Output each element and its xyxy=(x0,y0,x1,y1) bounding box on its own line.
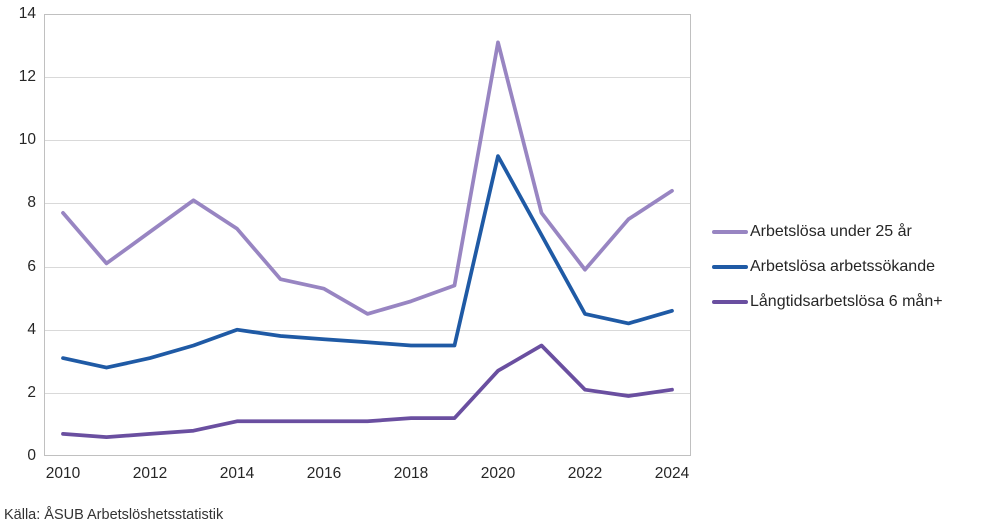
y-axis-tick-label: 2 xyxy=(27,383,36,401)
legend: Arbetslösa under 25 år Arbetslösa arbets… xyxy=(712,214,943,319)
x-axis-tick-label: 2020 xyxy=(480,465,516,482)
legend-label: Arbetslösa under 25 år xyxy=(750,222,912,240)
legend-item: Arbetslösa under 25 år xyxy=(712,214,943,249)
legend-swatch-line-icon xyxy=(712,229,748,234)
plot-area-border xyxy=(44,14,691,456)
x-axis-tick-label: 2014 xyxy=(219,465,255,482)
y-axis-tick-label: 10 xyxy=(18,131,36,149)
y-axis-tick-label: 0 xyxy=(27,447,36,464)
source-note: Källa: ÅSUB Arbetslöshetsstatistik xyxy=(4,507,224,523)
legend-swatch-line-icon xyxy=(712,299,748,304)
x-axis-tick-label: 2018 xyxy=(393,465,429,482)
y-axis-tick-label: 8 xyxy=(27,194,36,212)
y-axis-tick-label: 6 xyxy=(27,257,36,275)
legend-label: Arbetslösa arbetssökande xyxy=(750,257,935,275)
series-line-0 xyxy=(61,40,674,316)
x-axis-tick-label: 2024 xyxy=(654,465,690,482)
x-axis-tick-label: 2010 xyxy=(45,465,81,482)
series-line-1 xyxy=(61,154,674,370)
legend-label: Långtidsarbetslösa 6 mån+ xyxy=(750,292,943,310)
legend-item: Långtidsarbetslösa 6 mån+ xyxy=(712,284,943,319)
y-axis-tick-label: 4 xyxy=(27,320,36,338)
x-axis-tick-label: 2012 xyxy=(132,465,168,482)
y-axis-tick-label: 12 xyxy=(18,68,36,86)
legend-swatch-line-icon xyxy=(712,264,748,269)
legend-item: Arbetslösa arbetssökande xyxy=(712,249,943,284)
x-axis-tick-label: 2016 xyxy=(306,465,342,482)
x-axis-tick-label: 2022 xyxy=(567,465,603,482)
y-axis-tick-label: 14 xyxy=(18,5,36,22)
series-line-2 xyxy=(61,343,674,439)
